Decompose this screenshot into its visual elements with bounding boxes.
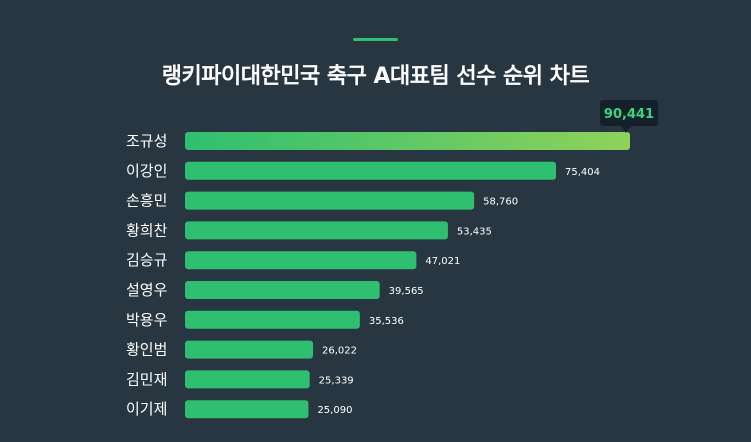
category-label: 황인범 — [126, 341, 167, 359]
callout-pointer — [621, 126, 631, 133]
bar — [185, 370, 310, 389]
bar — [185, 132, 630, 150]
value-label: 26,022 — [322, 346, 357, 357]
value-label: 25,339 — [319, 375, 354, 386]
value-label: 75,404 — [565, 167, 600, 178]
chart-title: 랭키파이대한민국 축구 A대표팀 선수 순위 차트 — [161, 64, 590, 89]
category-label: 설영우 — [126, 281, 168, 299]
bar — [185, 340, 314, 359]
value-label: 47,021 — [425, 256, 460, 267]
value-label: 25,090 — [317, 405, 352, 416]
value-label: 58,760 — [483, 197, 518, 208]
category-label: 김승규 — [126, 251, 167, 269]
top-value-callout: 90,441 — [600, 100, 658, 133]
category-label: 이강인 — [126, 162, 167, 180]
callout-box — [600, 100, 658, 126]
title-accent-line — [353, 38, 398, 41]
category-label: 이기제 — [126, 400, 167, 418]
category-label: 황희찬 — [126, 221, 168, 239]
category-label: 조규성 — [126, 132, 167, 150]
category-label: 박용우 — [126, 311, 168, 329]
bar — [185, 221, 448, 240]
bar — [185, 400, 309, 419]
bar — [185, 191, 475, 210]
bar — [185, 161, 557, 180]
category-label: 손흥민 — [126, 192, 167, 210]
bar — [185, 310, 360, 329]
bar — [185, 281, 380, 299]
value-label: 53,435 — [457, 226, 492, 237]
category-label: 김민재 — [126, 370, 167, 388]
bar — [185, 251, 417, 270]
value-label: 35,536 — [369, 316, 404, 327]
value-label: 39,565 — [389, 286, 424, 297]
value-label: 90,441 — [604, 107, 654, 122]
